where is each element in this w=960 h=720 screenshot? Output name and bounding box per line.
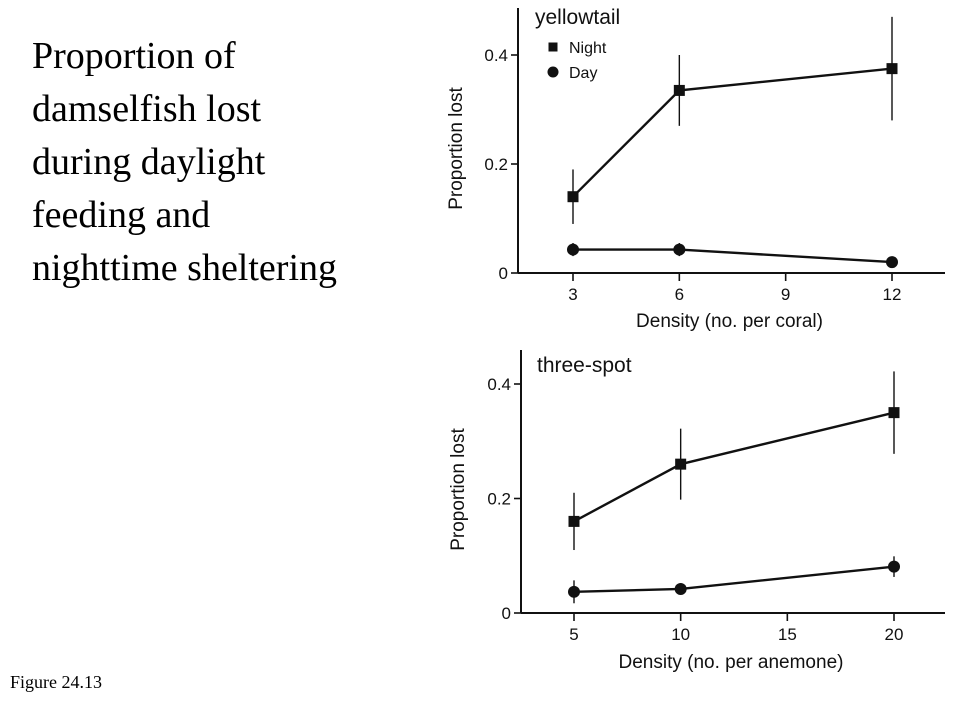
y-tick-label: 0.2 — [484, 155, 508, 174]
y-axis-label: Proportion lost — [446, 87, 467, 210]
legend-label: Night — [569, 40, 607, 57]
title-line: Proportion of — [32, 35, 236, 77]
x-tick-label: 20 — [885, 625, 904, 644]
day-data-point — [674, 582, 687, 595]
series-line-day — [573, 565, 895, 594]
x-tick-label: 9 — [781, 285, 790, 304]
day-data-point — [673, 243, 686, 256]
y-tick-label: 0.4 — [487, 375, 511, 394]
figure-label: Figure 24.13 — [10, 672, 102, 692]
x-tick-label: 6 — [675, 285, 684, 304]
title-line: nighttime sheltering — [32, 247, 338, 289]
series-line-day — [573, 248, 893, 264]
y-tick-label: 0 — [502, 604, 511, 623]
day-data-point — [886, 256, 898, 269]
day-data-point — [568, 585, 580, 598]
legend-label: Day — [569, 65, 597, 82]
x-tick-label: 3 — [568, 285, 577, 304]
x-tick-label: 15 — [778, 625, 797, 644]
x-axis-label: Density (no. per coral) — [636, 311, 823, 332]
y-tick-label: 0.4 — [484, 46, 508, 65]
x-tick-label: 5 — [569, 625, 578, 644]
night-data-point — [673, 84, 685, 96]
x-tick-label: 10 — [671, 625, 690, 644]
day-data-point — [567, 243, 579, 256]
night-data-point — [888, 407, 900, 419]
night-data-point — [568, 515, 580, 527]
slide-title: Proportion of damselfish lost during day… — [32, 30, 432, 295]
y-axis-label: Proportion lost — [448, 428, 469, 551]
chart-title: yellowtail — [535, 6, 620, 29]
chart-title: three-spot — [537, 354, 632, 377]
chart-panel-yellowtail: 3 6 9 12 0 0.2 0.4 Density (no. per coral) Propo… — [446, 6, 945, 332]
title-line: during daylight — [32, 141, 266, 183]
legend-circle-icon — [547, 66, 559, 78]
y-tick-label: 0 — [499, 264, 508, 283]
legend-square-icon — [548, 42, 558, 52]
chart-panel-three-spot: 5 10 15 20 0 0.2 0.4 Density (no. per anemone) P… — [448, 350, 945, 673]
y-tick-label: 0.2 — [487, 490, 511, 509]
night-data-point — [567, 191, 579, 203]
title-line: feeding and — [32, 194, 211, 236]
x-tick-label: 12 — [883, 285, 902, 304]
series-line-night — [572, 67, 893, 198]
night-data-point — [675, 458, 687, 470]
night-data-point — [886, 63, 898, 75]
day-data-point — [888, 560, 900, 573]
series-line-night — [573, 411, 895, 523]
title-line: damselfish lost — [32, 88, 262, 130]
x-axis-label: Density (no. per anemone) — [619, 652, 844, 673]
